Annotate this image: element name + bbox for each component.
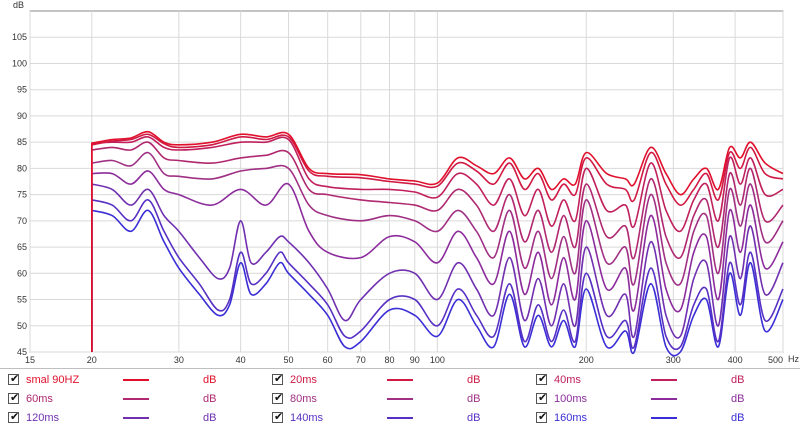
- legend: ✔ smal 90HZ dB ✔ 20ms dB ✔ 40ms dB ✔ 60ms dB ✔ 80ms dB…: [0, 368, 800, 429]
- x-tick-label: 20: [87, 355, 97, 365]
- x-axis: 15 20 30 40 50 60 70 80 90 100 200 300 400 500: [25, 355, 783, 365]
- legend-item[interactable]: ✔ 20ms dB: [272, 371, 527, 389]
- legend-unit: dB: [731, 393, 745, 405]
- series-line: [91, 199, 784, 352]
- series-line: [91, 209, 784, 357]
- y-tick-label: 100: [12, 58, 27, 68]
- legend-swatch: [651, 417, 677, 419]
- x-tick-label: 300: [666, 355, 681, 365]
- legend-checkbox[interactable]: ✔: [8, 411, 20, 423]
- legend-checkbox[interactable]: ✔: [272, 411, 284, 423]
- legend-item[interactable]: ✔ smal 90HZ dB: [8, 371, 263, 389]
- y-tick-label: 70: [17, 216, 27, 226]
- check-icon: ✔: [274, 411, 284, 423]
- y-tick-label: 105: [12, 32, 27, 42]
- y-tick-label: 45: [17, 347, 27, 357]
- series-line: [91, 151, 784, 352]
- legend-label: 160ms: [554, 412, 588, 424]
- legend-label: 120ms: [26, 412, 60, 424]
- x-tick-label: 60: [323, 355, 333, 365]
- x-tick-label: 80: [384, 355, 394, 365]
- frequency-response-chart: 45 50 55 60 65 70 75 80 85 90 95 100 105 15 20 30 40 50 6…: [12, 0, 800, 365]
- y-tick-label: 60: [17, 268, 27, 278]
- legend-unit: dB: [203, 393, 217, 405]
- legend-unit: dB: [203, 374, 217, 386]
- legend-swatch: [387, 379, 413, 381]
- legend-swatch: [123, 398, 149, 400]
- x-tick-label: 15: [25, 355, 35, 365]
- legend-swatch: [387, 398, 413, 400]
- legend-checkbox[interactable]: ✔: [536, 411, 548, 423]
- series-line: [91, 130, 784, 352]
- x-tick-label: 100: [430, 355, 445, 365]
- y-tick-label: 90: [17, 111, 27, 121]
- y-axis: 45 50 55 60 65 70 75 80 85 90 95 100 105: [12, 32, 27, 357]
- legend-checkbox[interactable]: ✔: [272, 373, 284, 385]
- legend-item[interactable]: ✔ 140ms dB: [272, 409, 527, 427]
- legend-checkbox[interactable]: ✔: [8, 392, 20, 404]
- x-tick-label: 500: [768, 355, 783, 365]
- check-icon: ✔: [538, 411, 548, 423]
- legend-swatch: [123, 379, 149, 381]
- legend-label: 100ms: [554, 393, 588, 405]
- series-lines: [91, 130, 784, 357]
- legend-item[interactable]: ✔ 100ms dB: [536, 390, 791, 408]
- legend-swatch: [387, 417, 413, 419]
- y-tick-label: 75: [17, 190, 27, 200]
- y-tick-label: 80: [17, 163, 27, 173]
- legend-checkbox[interactable]: ✔: [272, 392, 284, 404]
- x-axis-label: Hz: [788, 354, 799, 364]
- check-icon: ✔: [274, 392, 284, 404]
- check-icon: ✔: [10, 373, 20, 385]
- legend-item[interactable]: ✔ 80ms dB: [272, 390, 527, 408]
- y-tick-label: 50: [17, 321, 27, 331]
- legend-unit: dB: [203, 412, 217, 424]
- y-tick-label: 95: [17, 85, 27, 95]
- series-line: [91, 133, 784, 352]
- y-tick-label: 85: [17, 137, 27, 147]
- series-line: [91, 136, 784, 352]
- legend-checkbox[interactable]: ✔: [536, 373, 548, 385]
- x-tick-label: 50: [284, 355, 294, 365]
- legend-label: 60ms: [26, 393, 53, 405]
- legend-label: 20ms: [290, 374, 317, 386]
- x-tick-label: 90: [410, 355, 420, 365]
- x-tick-label: 40: [236, 355, 246, 365]
- legend-unit: dB: [467, 412, 481, 424]
- legend-item[interactable]: ✔ 60ms dB: [8, 390, 263, 408]
- y-tick-label: 55: [17, 295, 27, 305]
- x-tick-label: 400: [728, 355, 743, 365]
- check-icon: ✔: [10, 392, 20, 404]
- check-icon: ✔: [538, 392, 548, 404]
- x-tick-label: 70: [356, 355, 366, 365]
- legend-checkbox[interactable]: ✔: [8, 373, 20, 385]
- x-tick-label: 30: [174, 355, 184, 365]
- legend-checkbox[interactable]: ✔: [536, 392, 548, 404]
- legend-item[interactable]: ✔ 120ms dB: [8, 409, 263, 427]
- legend-unit: dB: [731, 374, 745, 386]
- series-line: [91, 183, 784, 352]
- series-line: [91, 170, 784, 352]
- legend-item[interactable]: ✔ 160ms dB: [536, 409, 791, 427]
- legend-unit: dB: [731, 412, 745, 424]
- check-icon: ✔: [274, 373, 284, 385]
- legend-swatch: [651, 398, 677, 400]
- legend-label: 40ms: [554, 374, 581, 386]
- legend-swatch: [123, 417, 149, 419]
- check-icon: ✔: [10, 411, 20, 423]
- y-axis-label: dB: [13, 0, 24, 10]
- y-tick-label: 65: [17, 242, 27, 252]
- x-tick-label: 200: [579, 355, 594, 365]
- legend-swatch: [651, 379, 677, 381]
- check-icon: ✔: [538, 373, 548, 385]
- legend-label: 80ms: [290, 393, 317, 405]
- legend-label: 140ms: [290, 412, 324, 424]
- legend-label: smal 90HZ: [26, 374, 80, 386]
- legend-unit: dB: [467, 374, 481, 386]
- series-line: [91, 141, 784, 352]
- legend-item[interactable]: ✔ 40ms dB: [536, 371, 791, 389]
- legend-unit: dB: [467, 393, 481, 405]
